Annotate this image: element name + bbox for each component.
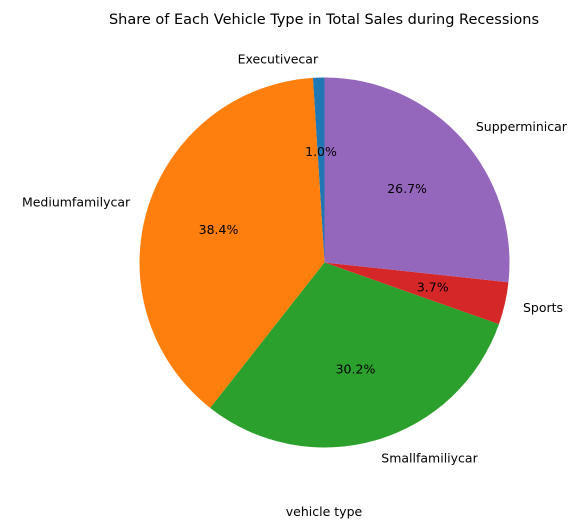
pie-slice-smallfamiliycar <box>210 262 499 448</box>
pie-slice-mediumfamilycar <box>139 77 325 408</box>
pie-slice-executivecar <box>312 77 325 263</box>
pie-percent-label: 1.0% <box>305 144 337 159</box>
pie-labels: 1.0% Executivecar 38.4% Mediumfamilycar 30.2… <box>22 52 568 466</box>
pie-percent-label: 30.2% <box>336 362 376 377</box>
pie-percent-label: 38.4% <box>199 222 239 237</box>
pie-percent-label: 3.7% <box>417 280 449 295</box>
pie-category-label: Sports <box>523 300 563 315</box>
chart-title: Share of Each Vehicle Type in Total Sale… <box>109 12 539 28</box>
pie-category-label: Supperminicar <box>476 119 568 134</box>
pie-category-label: Executivecar <box>238 52 319 67</box>
pie-slices <box>139 77 510 448</box>
pie-category-label: Mediumfamilycar <box>22 195 131 210</box>
x-axis-label: vehicle type <box>286 504 363 519</box>
pie-category-label: Smallfamiliycar <box>381 450 478 465</box>
pie-slice-supperminicar <box>324 77 510 283</box>
pie-percent-label: 26.7% <box>387 181 427 196</box>
pie-slice-sports <box>324 262 509 325</box>
